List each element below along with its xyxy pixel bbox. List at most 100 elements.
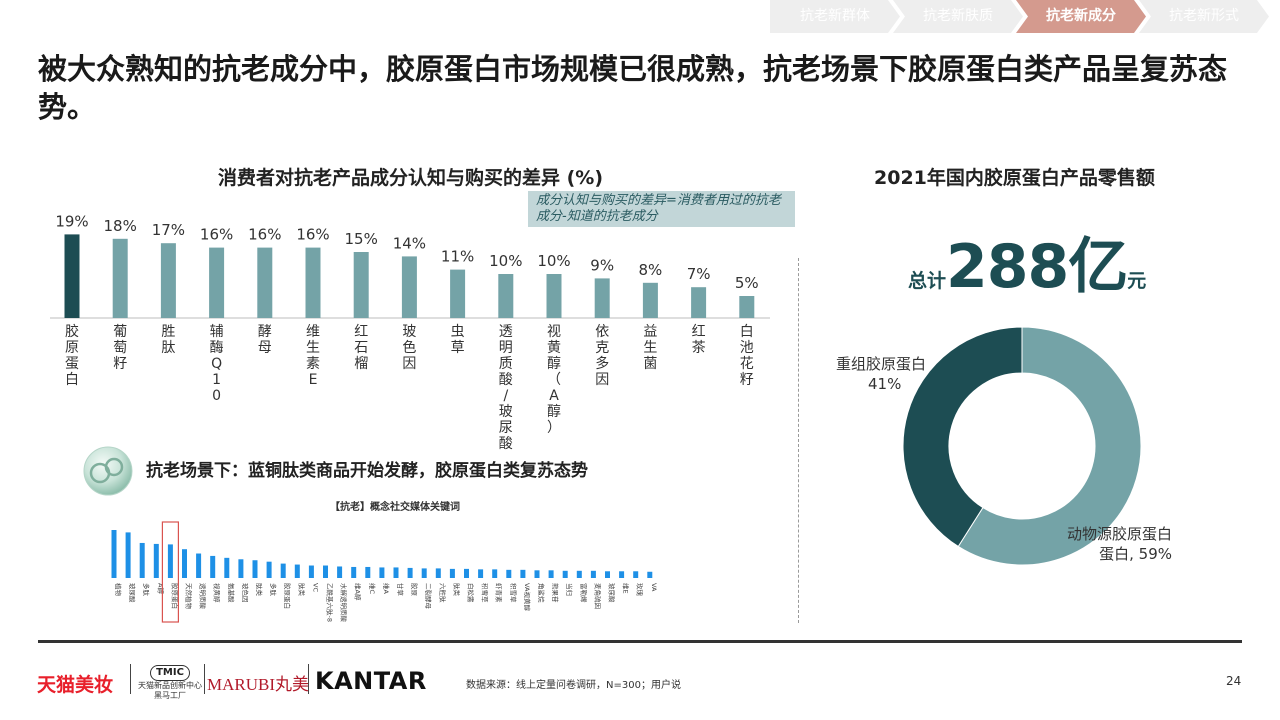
keyword-bar <box>619 571 625 578</box>
keyword-bar <box>464 568 469 578</box>
keyword-label: 肽类 <box>255 583 264 597</box>
bar-chart-title: 消费者对抗老产品成分认知与购买的差异 (%) <box>218 167 604 189</box>
category-label: 胜肽 <box>161 324 175 356</box>
tmic-logo: TMIC 天猫新品创新中心 黑马工厂 <box>137 660 203 701</box>
keyword-label: 六胜肽 <box>438 583 447 603</box>
highlight-box <box>161 521 180 623</box>
total-value: 288亿 <box>946 232 1128 302</box>
data-label: 16% <box>296 226 329 244</box>
keyword-label: VA视黄醇 <box>523 583 532 611</box>
bar <box>401 256 417 318</box>
category-label: 玻色因 <box>402 324 416 372</box>
total-suffix: 元 <box>1127 270 1147 292</box>
data-label: 19% <box>55 212 88 230</box>
keyword-label: VC <box>311 583 319 592</box>
slice-percent-animal: 59% <box>1138 545 1172 563</box>
bar <box>450 269 466 318</box>
keyword-bar <box>153 543 159 578</box>
keyword-label: 积雪草 <box>509 583 518 603</box>
category-label: 维生素 E <box>306 324 320 388</box>
keyword-label: 肽类 <box>452 583 461 597</box>
nav-tab-3[interactable]: 抗老新成分 <box>1016 0 1146 33</box>
donut-chart-title: 2021年国内胶原蛋白产品零售额 <box>874 167 1155 189</box>
keyword-label: 富勒烯 <box>579 583 588 603</box>
data-label: 11% <box>441 248 474 266</box>
keyword-label: 氨基酸 <box>227 583 236 603</box>
total-prefix: 总计 <box>908 270 947 292</box>
keyword-label: 玻色因 <box>241 583 250 603</box>
keyword-bar <box>421 568 427 578</box>
nav-tab-label: 抗老新肤质 <box>923 8 993 24</box>
keyword-bar <box>605 571 610 578</box>
data-label: 16% <box>200 226 233 244</box>
data-source-note: 数据来源：线上定量问卷调研，N=300；用户说 <box>466 680 681 691</box>
category-label: 胶原蛋白 <box>65 323 79 388</box>
nav-tab-4[interactable]: 抗老新形式 <box>1139 0 1269 33</box>
keyword-bar <box>435 568 441 578</box>
keyword-bar <box>506 569 512 578</box>
bar <box>305 247 321 318</box>
category-label: 辅酶 Q 1 0 <box>210 324 224 404</box>
total-retail-value: 总计288亿元 <box>908 218 1146 302</box>
category-label: 红茶 <box>692 324 706 356</box>
data-label: 7% <box>687 265 711 283</box>
data-label: 14% <box>393 234 426 252</box>
keyword-bar <box>196 553 202 578</box>
column-divider <box>798 258 799 623</box>
slice-label-recombinant: 重组胶原蛋白 41% <box>836 354 930 394</box>
marubi-logo: MARUBI丸美 <box>207 675 310 694</box>
keyword-bar <box>562 570 568 578</box>
keyword-bar <box>238 559 244 578</box>
nav-tab-label: 抗老新成分 <box>1046 8 1116 24</box>
category-label: 白池花籽 <box>740 324 754 388</box>
keyword-label: 麦角硫因 <box>593 583 602 609</box>
keyword-bar <box>407 567 413 578</box>
awareness-purchase-gap-bar-chart: 19% 胶原蛋白 18% 葡萄籽 17% 胜肽 16% 辅酶 Q 1 0 16% 酵母 16% 维生素 E 15… <box>50 212 770 452</box>
bar <box>498 274 514 318</box>
keyword-bar <box>125 532 131 578</box>
keyword-label: 视黄醇 <box>213 583 222 603</box>
keyword-bar <box>323 565 328 578</box>
bar <box>546 274 562 318</box>
category-label: 益生菌 <box>643 324 657 372</box>
tmic-line1: 天猫新品创新中心 <box>138 681 202 690</box>
keyword-bar <box>478 569 484 578</box>
keyword-label: 维A <box>382 583 391 595</box>
keyword-label: 玻尿酸 <box>608 583 617 603</box>
keyword-label: 熊果苷 <box>551 583 560 603</box>
bar <box>353 252 369 318</box>
data-label: 10% <box>489 252 522 270</box>
category-label: 酵母 <box>258 324 272 356</box>
keyword-label: 当归 <box>565 583 574 596</box>
category-label: 依克多因 <box>595 324 609 388</box>
keyword-bar <box>337 566 343 578</box>
bar <box>739 296 755 318</box>
keyword-label: 角鲨烷 <box>537 583 546 603</box>
section-nav: 抗老新群体 抗老新肤质 抗老新成分 抗老新形式 <box>770 0 1280 33</box>
keyword-label: 胶原蛋白 <box>170 583 179 609</box>
page-number: 24 <box>1226 674 1242 688</box>
keyword-bar <box>576 570 582 578</box>
bar <box>594 278 610 318</box>
nav-tab-1[interactable]: 抗老新群体 <box>770 0 900 33</box>
slice-name-animal: 动物源胶原蛋白 <box>1066 525 1172 543</box>
data-label: 8% <box>639 261 663 279</box>
bar <box>691 287 707 318</box>
keyword-bar <box>252 560 258 578</box>
nav-tab-2[interactable]: 抗老新肤质 <box>893 0 1023 33</box>
keyword-bar <box>365 566 371 578</box>
keyword-label: 多肽 <box>142 583 151 597</box>
data-label: 10% <box>537 252 570 270</box>
keyword-label: 维E <box>622 583 631 594</box>
slice-value-recombinant: 41% <box>868 375 902 393</box>
subsection-title: 抗老场景下：蓝铜肽类商品开始发酵，胶原蛋白类复苏态势 <box>146 461 588 481</box>
keyword-bar <box>647 571 653 578</box>
keyword-bar <box>167 544 173 578</box>
keyword-bar <box>210 555 216 578</box>
category-label: 虫草 <box>451 324 465 356</box>
slice-name-recombinant: 重组胶原蛋白 <box>836 355 927 373</box>
bar <box>257 247 273 318</box>
page-title: 被大众熟知的抗老成分中，胶原蛋白市场规模已很成熟，抗老场景下胶原蛋白类产品呈复苏… <box>38 52 1228 124</box>
keyword-label: 玫瑰 <box>636 583 645 597</box>
